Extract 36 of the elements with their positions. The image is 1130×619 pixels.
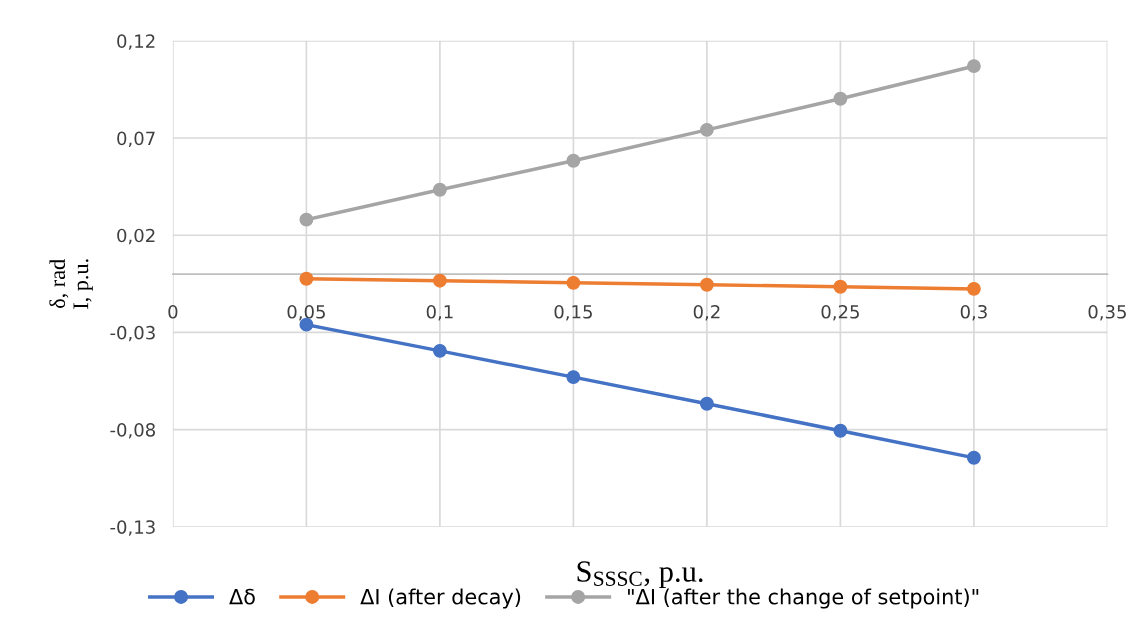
point: [299, 271, 314, 286]
y-tick-label: -0,03: [110, 325, 155, 342]
point: [699, 396, 714, 411]
point: [432, 343, 447, 358]
point: [432, 273, 447, 288]
x-tick-label: 0,15: [554, 304, 592, 321]
x-tick-label: 0,1: [426, 304, 453, 321]
point: [566, 275, 581, 290]
point: [699, 277, 714, 292]
y-tick-label: 0,02: [117, 228, 155, 245]
point: [833, 279, 848, 294]
point: [566, 370, 581, 385]
y-tick-label: 0,12: [117, 34, 155, 50]
x-axis-title: S$_{SSSC}$, p.u.: [577, 561, 703, 589]
x-tick-label: 0,05: [287, 304, 325, 321]
point: [566, 153, 581, 168]
point: [966, 450, 981, 465]
y-tick-label: 0,07: [117, 131, 155, 147]
x-tick-label: 0,35: [1088, 304, 1126, 321]
point: [966, 59, 981, 74]
legend-label: Δδ: [229, 588, 255, 605]
point: [833, 423, 848, 438]
x-tick-label: 0: [168, 304, 178, 319]
y-axis-title: δ, rad I, p.u.: [49, 259, 93, 309]
x-tick-label: 0,25: [821, 304, 859, 321]
point: [699, 122, 714, 137]
legend-label: "ΔI (after the change of setpoint)": [628, 588, 979, 609]
x-tick-label: 0,3: [960, 304, 987, 321]
y-tick-label: -0,13: [110, 520, 155, 536]
point: [833, 91, 848, 106]
point: [299, 212, 314, 227]
legend-label: ΔI (after decay): [360, 588, 521, 609]
point: [432, 182, 447, 197]
y-tick-label: -0,08: [110, 423, 155, 439]
x-tick-label: 0,2: [693, 304, 720, 321]
point: [966, 281, 981, 296]
